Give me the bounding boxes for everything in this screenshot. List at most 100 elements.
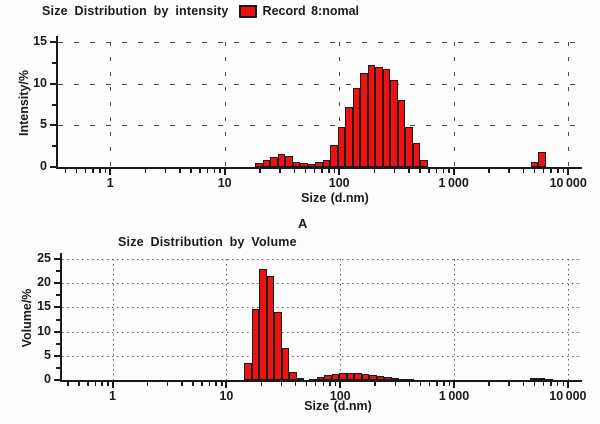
x-gridline (226, 259, 228, 380)
histogram-bar (367, 64, 376, 167)
x-tick-label: 1 (109, 389, 116, 403)
histogram-bar (354, 373, 362, 380)
x-minor-tick (305, 382, 308, 386)
histogram-bar (292, 161, 301, 167)
x-tick-label: 100 (328, 176, 350, 190)
x-major-tick (225, 382, 228, 388)
histogram-bar (390, 79, 398, 167)
x-tick-label: 1 000 (438, 389, 470, 403)
y-gridline (62, 331, 582, 333)
histogram-bar (316, 377, 325, 380)
x-minor-tick (215, 382, 217, 386)
x-tick-label: 10 000 (549, 389, 587, 403)
x-minor-tick (208, 382, 211, 386)
y-minor-tick (56, 318, 60, 321)
x-gridline (112, 259, 114, 380)
x-gridline (339, 42, 341, 167)
histogram-bar (252, 308, 260, 380)
x-minor-tick (107, 382, 109, 386)
y-tick-label: 20 (37, 275, 51, 290)
histogram-bar (337, 127, 346, 167)
histogram-bar (369, 375, 377, 380)
histogram-bar (375, 67, 383, 167)
x-minor-tick (334, 382, 337, 386)
y-major-tick (54, 282, 60, 285)
x-minor-tick (488, 382, 490, 386)
histogram-bar (315, 162, 323, 167)
histogram-bar (266, 275, 275, 380)
x-minor-tick (314, 382, 317, 386)
x-minor-tick (166, 382, 169, 386)
histogram-bar (537, 377, 546, 380)
x-major-tick (223, 169, 226, 175)
volume-chart-title: Size Distribution by Volume (118, 235, 297, 249)
x-minor-tick (99, 169, 101, 173)
x-minor-tick (419, 169, 421, 173)
y-gridline (62, 355, 582, 357)
y-minor-tick (52, 145, 56, 148)
x-minor-tick (328, 169, 330, 173)
y-gridline (58, 42, 582, 43)
x-minor-tick (550, 169, 552, 173)
x-minor-tick (94, 382, 97, 386)
legend-label: Record 8:nomal (262, 4, 360, 18)
y-minor-tick (52, 103, 56, 106)
histogram-bar (331, 373, 340, 380)
y-gridline (58, 125, 582, 127)
x-minor-tick (67, 382, 69, 386)
histogram-bar (530, 162, 539, 167)
histogram-bar (277, 153, 286, 167)
x-minor-tick (373, 169, 376, 173)
x-minor-tick (192, 382, 194, 386)
x-major-tick (339, 382, 342, 388)
x-minor-tick (144, 169, 147, 173)
y-tick-label: 5 (40, 117, 47, 132)
histogram-bar (420, 159, 428, 167)
x-minor-tick (442, 169, 445, 173)
x-minor-tick (508, 169, 510, 173)
x-minor-tick (101, 382, 103, 386)
x-tick-label: 100 (329, 389, 351, 403)
y-tick-label: 10 (33, 75, 47, 90)
histogram-bar (530, 378, 538, 381)
x-major-tick (566, 382, 569, 388)
y-tick-label: 15 (37, 299, 51, 314)
x-minor-tick (556, 382, 559, 386)
x-axis-line (60, 380, 582, 382)
x-tick-label: 10 (217, 176, 232, 190)
panel-label-a: A (298, 216, 308, 231)
y-major-tick (54, 330, 60, 333)
histogram-bar (307, 163, 316, 167)
y-major-tick (54, 306, 60, 309)
histogram-bar (244, 363, 252, 380)
histogram-bar (296, 378, 305, 381)
x-minor-tick (87, 382, 89, 386)
x-minor-tick (448, 169, 450, 173)
x-minor-tick (199, 169, 201, 173)
x-minor-tick (435, 169, 438, 173)
x-minor-tick (75, 169, 78, 173)
x-tick-label: 10 000 (549, 176, 587, 190)
x-minor-tick (219, 169, 221, 173)
x-minor-tick (488, 169, 490, 173)
x-major-tick (452, 169, 455, 175)
y-axis-line (56, 36, 58, 169)
x-gridline (224, 42, 226, 167)
x-major-tick (453, 382, 456, 388)
x-minor-tick (394, 382, 397, 386)
histogram-bar (259, 268, 267, 380)
x-minor-tick (533, 169, 536, 173)
volume-x-axis-label: Size (d.nm) (304, 399, 372, 413)
x-minor-tick (522, 382, 525, 386)
histogram-bar (324, 375, 332, 380)
histogram-bar (384, 377, 392, 380)
x-major-tick (111, 382, 114, 388)
y-tick-label: 10 (37, 323, 51, 338)
y-gridline (62, 307, 582, 309)
x-minor-tick (508, 382, 510, 386)
intensity-x-axis-label: Size (d.nm) (301, 191, 369, 205)
x-minor-tick (206, 169, 209, 173)
x-minor-tick (321, 169, 323, 173)
